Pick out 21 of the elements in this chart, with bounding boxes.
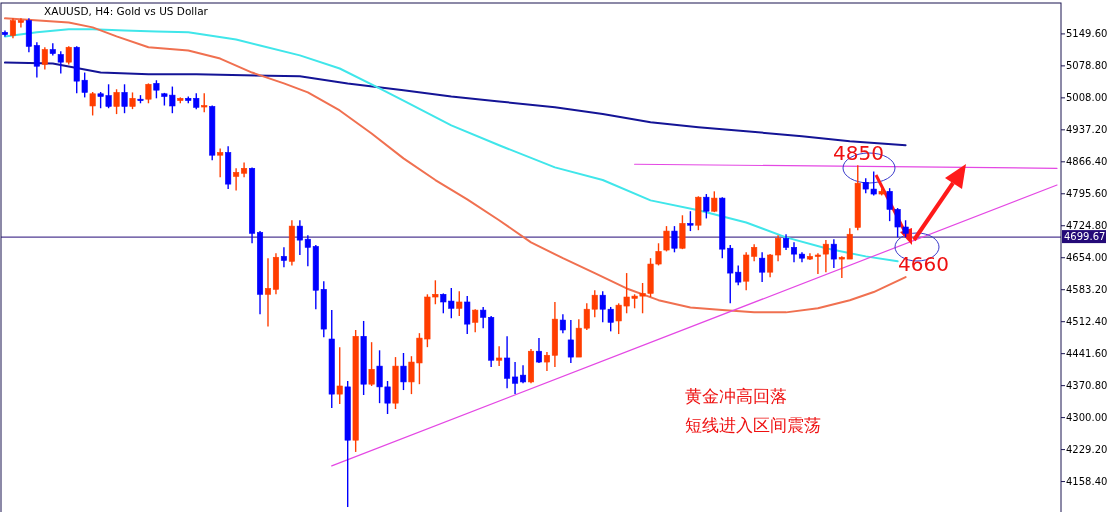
- y-tick-label: 4583.20: [1066, 283, 1107, 295]
- y-tick-label: 4795.60: [1066, 187, 1107, 199]
- y-tick-label: 5008.00: [1066, 91, 1107, 103]
- y-tick-label: 4441.60: [1066, 347, 1107, 359]
- y-tick-label: 5078.80: [1066, 59, 1107, 71]
- chart-title: XAUUSD, H4: Gold vs US Dollar: [44, 5, 209, 17]
- y-tick-label: 4724.80: [1066, 219, 1107, 231]
- y-tick-label: 4229.20: [1066, 443, 1107, 455]
- annotation: 黄金冲高回落: [685, 386, 787, 406]
- annotation: 4660: [898, 252, 949, 276]
- y-tick-label: 4654.00: [1066, 251, 1107, 263]
- y-tick-label: 4937.20: [1066, 123, 1107, 135]
- y-tick-label: 4866.40: [1066, 155, 1107, 167]
- ref-line-label: 4699.67: [1064, 231, 1106, 243]
- annotation: 4850: [833, 141, 884, 165]
- y-tick-label: 4370.80: [1066, 379, 1107, 391]
- y-tick-label: 4300.00: [1066, 411, 1107, 423]
- y-tick-label: 4158.40: [1066, 475, 1107, 487]
- y-tick-label: 4512.40: [1066, 315, 1107, 327]
- annotation: 短线进入区间震荡: [685, 415, 821, 435]
- y-tick-label: 5149.60: [1066, 27, 1107, 39]
